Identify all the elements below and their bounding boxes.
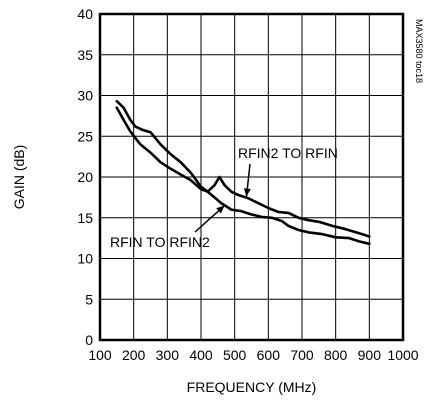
grid-lines (100, 14, 403, 340)
series-label-rfin2-to-rfin: RFIN2 TO RFIN (238, 145, 338, 161)
y-tick-label: 40 (77, 6, 93, 22)
annotation-rfin2-to-rfin: RFIN2 TO RFIN (238, 145, 338, 197)
series-label-rfin-to-rfin2: RFIN TO RFIN2 (110, 234, 210, 250)
x-tick-label: 500 (223, 347, 247, 363)
y-tick-label: 25 (77, 128, 93, 144)
y-axis-title: GAIN (dB) (11, 145, 27, 210)
series-lines (115, 99, 371, 246)
y-tick-label: 35 (77, 47, 93, 63)
y-tick-label: 20 (77, 169, 93, 185)
annotation-rfin-to-rfin2: RFIN TO RFIN2 (110, 204, 226, 250)
x-tick-label: 400 (189, 347, 213, 363)
y-tick-label: 15 (77, 210, 93, 226)
arrowhead-rfin2-to-rfin (243, 188, 251, 197)
x-tick-label: 800 (324, 347, 348, 363)
y-tick-labels: 0 5 10 15 20 25 30 35 40 (77, 6, 93, 348)
figure-id-label: MAX3580 toc18 (414, 19, 424, 83)
x-axis-title: FREQUENCY (MHz) (187, 379, 317, 395)
x-tick-label: 600 (257, 347, 281, 363)
y-tick-label: 0 (85, 332, 93, 348)
x-tick-label: 900 (358, 347, 382, 363)
x-tick-labels: 100 200 300 400 500 600 700 800 900 1000 (88, 347, 418, 363)
y-tick-label: 30 (77, 88, 93, 104)
plot-frame (98, 12, 405, 342)
x-tick-label: 1000 (387, 347, 418, 363)
x-tick-label: 300 (156, 347, 180, 363)
x-tick-label: 100 (88, 347, 112, 363)
series-line-rfin-to-rfin2 (115, 106, 371, 246)
y-tick-label: 10 (77, 251, 93, 267)
x-tick-label: 700 (290, 347, 314, 363)
arrowhead-rfin-to-rfin2 (216, 205, 225, 214)
x-tick-label: 200 (122, 347, 146, 363)
y-tick-label: 5 (85, 291, 93, 307)
series-line-rfin2-to-rfin (115, 99, 371, 238)
